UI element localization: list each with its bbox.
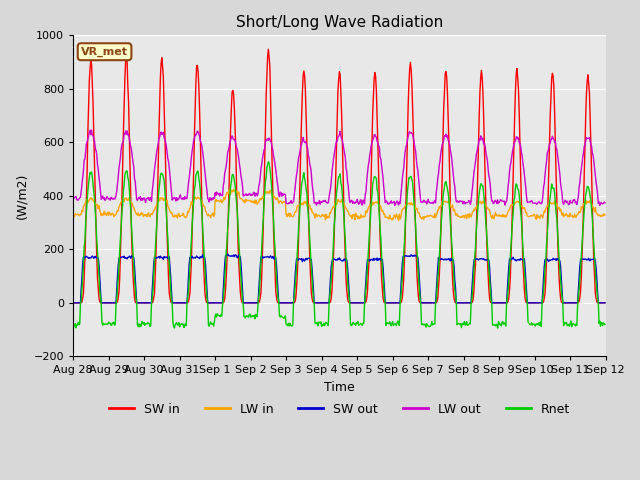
Text: VR_met: VR_met [81,47,128,57]
Y-axis label: (W/m2): (W/m2) [15,173,28,219]
Title: Short/Long Wave Radiation: Short/Long Wave Radiation [236,15,443,30]
X-axis label: Time: Time [324,381,355,394]
Legend: SW in, LW in, SW out, LW out, Rnet: SW in, LW in, SW out, LW out, Rnet [104,398,575,420]
